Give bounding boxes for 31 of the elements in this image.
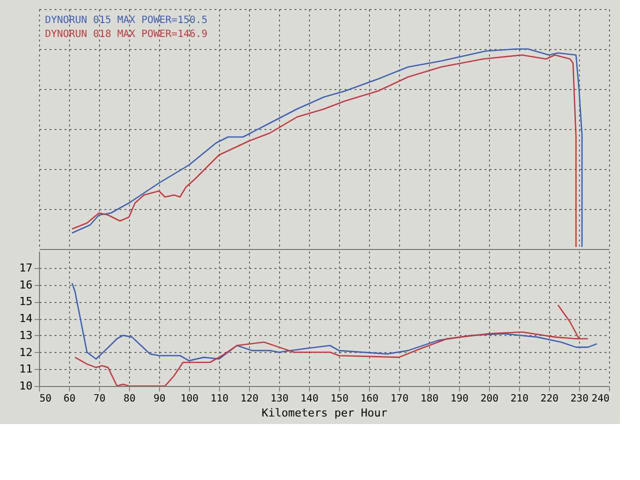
x-tick-label: 80: [123, 394, 136, 404]
x-tick-label: 70: [93, 394, 106, 404]
x-tick-label: 230: [570, 394, 589, 404]
x-tick-label: 140: [300, 394, 319, 404]
x-tick-label: 130: [270, 394, 289, 404]
y-tick-label: 10: [19, 380, 32, 392]
text: DYNORUN 015 MAX POWER=150.5: [45, 15, 208, 26]
x-tick-label: 180: [420, 394, 439, 404]
y-tick-label: 11: [19, 362, 32, 376]
x-tick-label: 190: [450, 394, 469, 404]
text: DYNORUN 018 MAX POWER=146.9: [45, 29, 208, 40]
x-tick-label: 200: [480, 394, 499, 404]
y-tick-label: 15: [19, 295, 32, 308]
x-tick-label: 60: [63, 394, 76, 404]
y-tick-label: 12: [19, 346, 32, 359]
y-tick-label: 17: [19, 261, 32, 274]
x-tick-label: 160: [360, 394, 379, 404]
x-tick-label: 240: [591, 394, 610, 404]
x-tick-label: 100: [180, 394, 199, 404]
x-tick-label: 210: [510, 394, 529, 404]
x-tick-label: 90: [153, 394, 166, 404]
x-tick-label: 170: [390, 394, 409, 404]
x-axis-title: Kilometers per Hour: [262, 406, 388, 420]
y-tick-label: 14: [19, 312, 33, 325]
y-tick-label: 13: [19, 328, 32, 342]
x-tick-label: 120: [240, 394, 259, 404]
y-tick-label: 16: [19, 278, 32, 292]
x-tick-label: 50: [40, 394, 52, 404]
x-tick-label: 150: [330, 394, 349, 404]
x-tick-label: 220: [540, 394, 559, 404]
x-tick-label: 110: [210, 394, 229, 404]
